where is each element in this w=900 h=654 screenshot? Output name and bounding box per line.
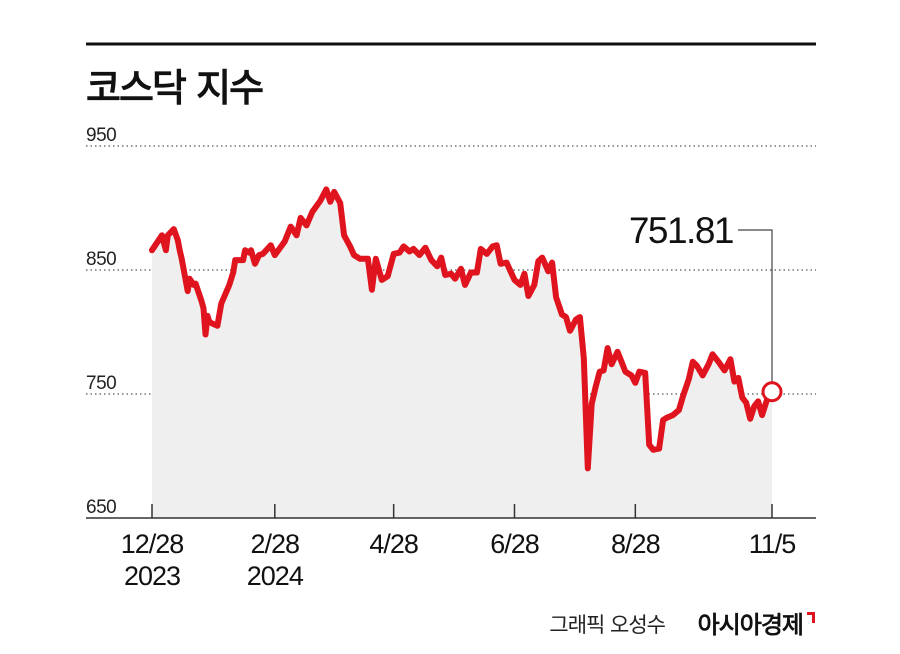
x-tick-label: 4/28 (369, 529, 418, 559)
x-tick-label: 2/28 (251, 529, 300, 559)
publisher-logo: 아시아경제 (698, 611, 803, 639)
end-point-marker (761, 381, 783, 403)
x-tick-year-label: 2023 (124, 561, 180, 591)
y-tick-label-650: 650 (86, 497, 116, 518)
x-tick-label: 11/5 (749, 529, 796, 559)
x-tick-year-label: 2024 (247, 561, 304, 591)
annotation-leader (738, 229, 773, 383)
y-axis-labels: 950 850 750 650 (86, 125, 117, 518)
series-line (149, 186, 775, 472)
area-fill (152, 189, 772, 518)
publisher-logo-mark (807, 612, 815, 623)
annotation-value: 751.81 (629, 210, 733, 251)
graphic-credit: 그래픽 오성수 (549, 613, 665, 637)
x-tick-label: 6/28 (490, 529, 539, 559)
x-tick-label: 12/28 (121, 529, 184, 559)
y-tick-label-750: 750 (86, 373, 116, 394)
y-tick-label-950: 950 (86, 125, 116, 146)
chart-title: 코스닥 지수 (86, 66, 263, 110)
x-tick-label: 8/28 (611, 529, 660, 559)
y-tick-label-850: 850 (86, 249, 116, 270)
